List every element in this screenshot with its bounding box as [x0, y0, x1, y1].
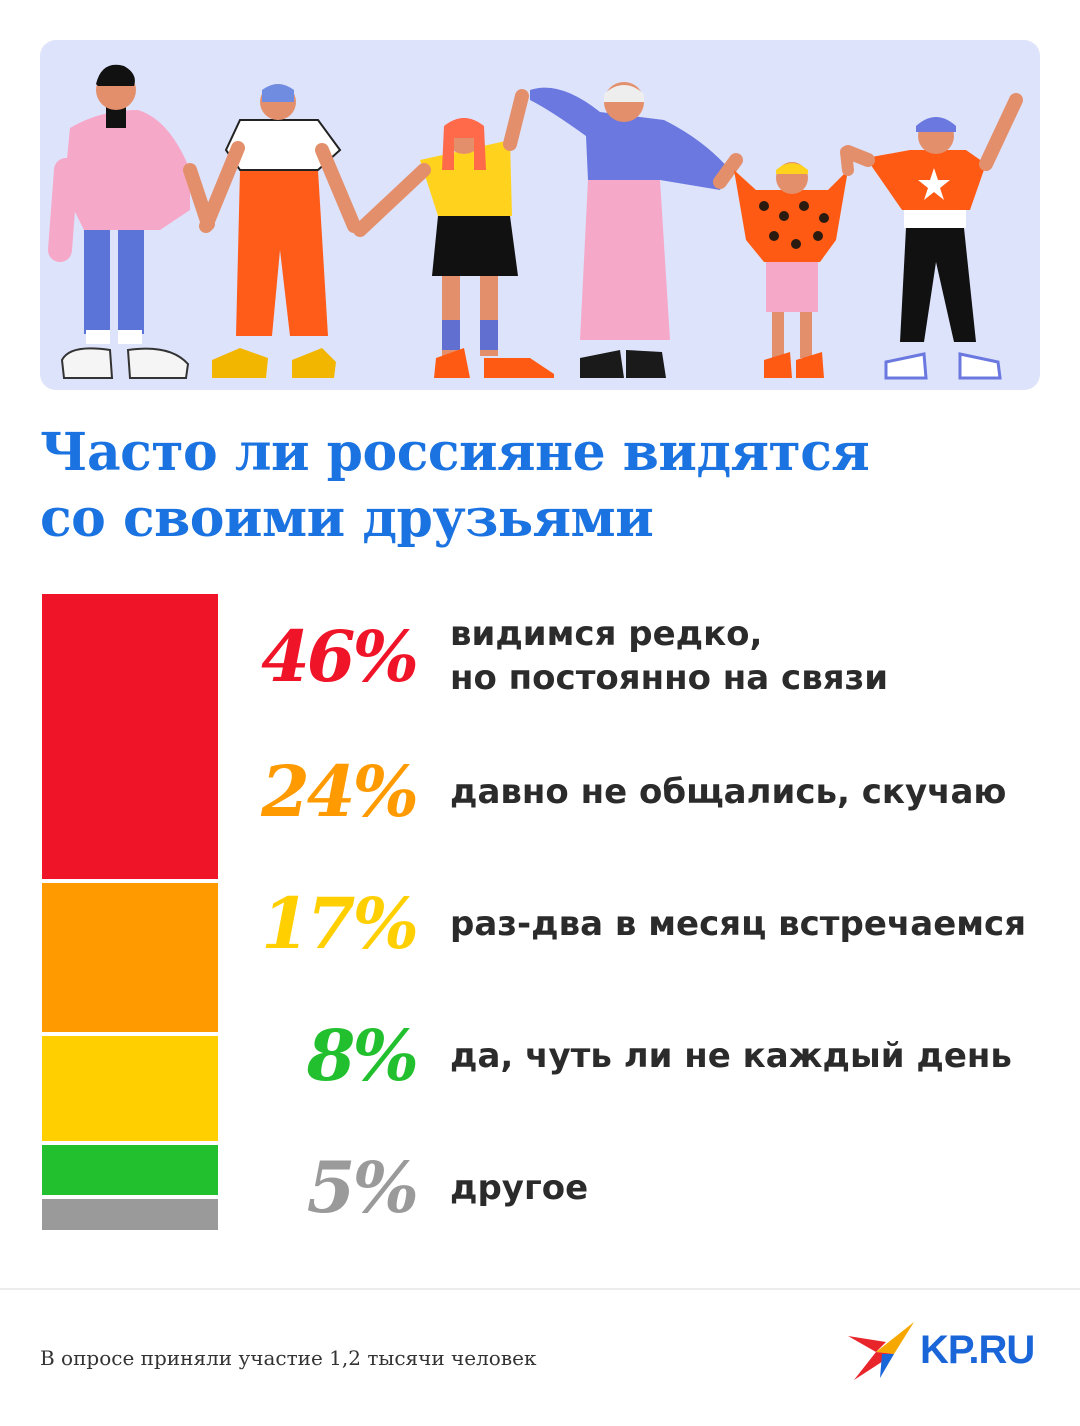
title-line-1: Часто ли россияне видятся: [40, 422, 870, 483]
category-label: раз-два в месяц встречаемся: [450, 903, 1027, 944]
footer-divider: [0, 1288, 1080, 1290]
person-2: [199, 84, 361, 378]
bar-segment-2: [42, 883, 218, 1032]
page-title: Часто ли россияне видятся со своими друз…: [40, 420, 1040, 552]
legend-row: 46% видимся редко, но постоянно на связи: [250, 612, 1050, 700]
title-line-2: со своими друзьями: [40, 488, 654, 549]
person-5: [734, 146, 854, 378]
kp-logo: KP.RU: [846, 1318, 1046, 1382]
bar-segment-4: [42, 1145, 218, 1195]
hero-illustration: [40, 40, 1040, 390]
bar-segment-5: [42, 1199, 218, 1230]
legend-row: 8% да, чуть ли не каждый день: [250, 1014, 1050, 1097]
percent-label: 24%: [261, 750, 419, 833]
person-3: [353, 89, 554, 378]
category-label: да, чуть ли не каждый день: [450, 1035, 1012, 1076]
people-holding-hands-illustration: [48, 64, 1023, 380]
category-label: другое: [450, 1167, 589, 1208]
footnote: В опросе приняли участие 1,2 тысячи чело…: [40, 1346, 537, 1370]
legend-row: 24% давно не общались, скучаю: [250, 750, 1050, 833]
percent-label: 5%: [306, 1146, 419, 1229]
category-label: видимся редко, но постоянно на связи: [450, 614, 889, 698]
bar-segment-3: [42, 1036, 218, 1142]
percent-label: 17%: [261, 882, 419, 965]
person-6: [841, 93, 1023, 380]
legend-row: 17% раз-два в месяц встречаемся: [250, 882, 1050, 965]
stacked-bar: [42, 594, 218, 1230]
logo-text: KP.RU: [920, 1328, 1035, 1372]
kp-bird-icon: [848, 1322, 914, 1380]
bar-segment-1: [42, 594, 218, 880]
person-1: [48, 64, 215, 379]
legend-row: 5% другое: [250, 1146, 1050, 1229]
percent-label: 46%: [261, 614, 419, 698]
category-label: давно не общались, скучаю: [450, 771, 1007, 812]
percent-label: 8%: [306, 1014, 419, 1097]
person-4: [530, 82, 743, 378]
